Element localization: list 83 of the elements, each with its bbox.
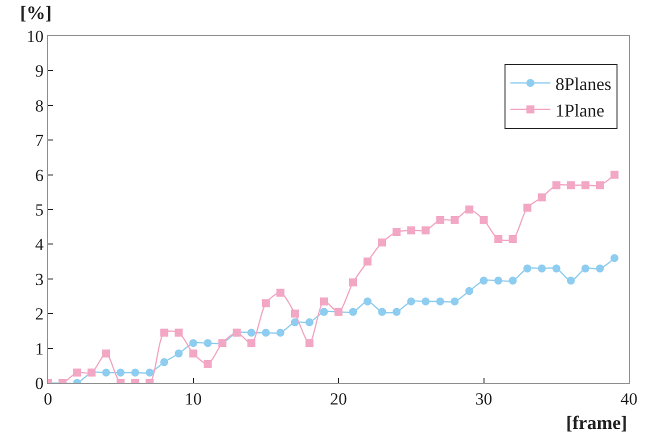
point: [102, 368, 110, 377]
point: [146, 368, 154, 377]
point: [538, 264, 546, 272]
point: [320, 297, 328, 306]
point: [596, 264, 604, 272]
point: [436, 216, 444, 224]
point: [610, 170, 618, 179]
point: [407, 226, 416, 234]
point: [290, 318, 299, 326]
point: [174, 350, 183, 358]
legend-label: 8Planes: [555, 74, 612, 94]
point: [204, 339, 212, 348]
point: [174, 328, 183, 337]
point: [364, 258, 372, 266]
point: [392, 228, 401, 236]
point: [465, 206, 474, 214]
y-tick-label: 10: [26, 26, 44, 46]
point: [508, 234, 517, 243]
x-axis-title: [frame]: [566, 413, 628, 434]
point: [160, 328, 168, 337]
point: [262, 299, 270, 308]
point: [320, 308, 328, 316]
point: [349, 308, 358, 316]
point: [160, 358, 168, 366]
point: [494, 234, 502, 243]
point: [465, 287, 474, 296]
point: [596, 181, 604, 190]
point: [538, 193, 546, 202]
point: [552, 264, 560, 272]
point: [189, 350, 198, 358]
point: [552, 181, 560, 190]
point: [305, 318, 314, 326]
point: [581, 181, 590, 190]
point: [276, 288, 284, 297]
point: [494, 276, 502, 285]
point: [450, 297, 459, 306]
point: [276, 328, 284, 337]
x-tick-label: 40: [620, 389, 638, 408]
point: [378, 238, 386, 246]
point: [480, 216, 488, 224]
point: [523, 264, 532, 272]
point: [189, 339, 198, 348]
x-tick-label: 30: [475, 389, 492, 408]
point: [290, 310, 299, 318]
point: [480, 276, 488, 285]
point: [262, 328, 270, 337]
y-tick-label: 7: [35, 131, 44, 150]
point: [566, 181, 575, 190]
point: [407, 297, 416, 306]
point: [508, 276, 517, 285]
point: [116, 368, 125, 377]
y-tick-label: 5: [35, 200, 44, 220]
y-axis-title: [%]: [20, 3, 52, 24]
y-tick-label: 9: [35, 62, 44, 81]
x-tick-label: 20: [330, 389, 347, 408]
point: [422, 297, 430, 306]
point: [102, 350, 110, 358]
point: [378, 308, 386, 316]
point: [364, 297, 372, 306]
y-tick-label: 1: [35, 339, 44, 358]
point: [566, 276, 575, 285]
y-tick-label: 6: [35, 166, 44, 185]
point: [422, 226, 430, 234]
y-tick-label: 2: [35, 304, 44, 324]
x-tick-label: 10: [184, 389, 202, 408]
point: [204, 360, 212, 368]
point: [392, 308, 401, 316]
legend-label: 1Plane: [555, 100, 604, 120]
point: [450, 216, 459, 224]
y-tick-label: 3: [35, 270, 44, 289]
point: [73, 368, 82, 377]
point: [247, 339, 256, 348]
point: [131, 368, 140, 377]
y-tick-label: 0: [35, 374, 44, 393]
point: [349, 278, 358, 286]
point: [305, 339, 314, 348]
y-tick-label: 4: [35, 235, 44, 254]
point: [436, 297, 444, 306]
point: [247, 328, 256, 337]
point: [610, 254, 618, 262]
y-tick-label: 8: [35, 96, 44, 116]
point: [523, 204, 532, 212]
point: [581, 264, 590, 272]
